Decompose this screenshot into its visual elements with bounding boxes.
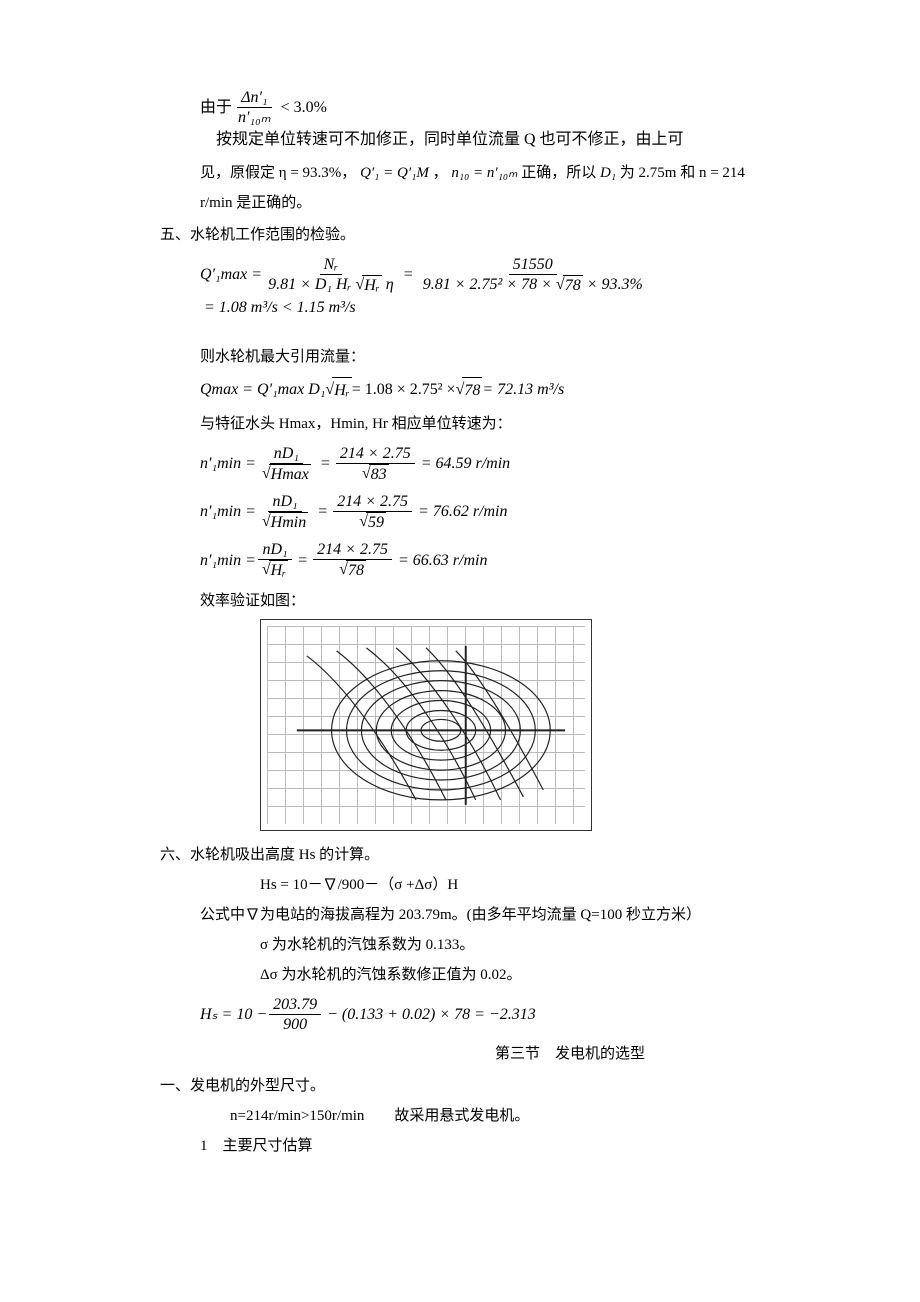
qmax-intro: 则水轮机最大引用流量： [200,345,800,369]
eq-n2: n′₁min = nD₁ Hmin = 214 × 2.75 59 = 76.6… [200,492,800,532]
gen-n-line: n=214r/min>150r/min 故采用悬式发电机。 [230,1104,800,1128]
sigma-line: σ 为水轮机的汽蚀系数为 0.133。 [260,933,800,957]
hs-note: 公式中∇为电站的海拔高程为 203.79m。(由多年平均流量 Q=100 秒立方… [200,903,800,927]
eq-hs: Hₛ = 10 − 203.79 900 − (0.133 + 0.02) × … [200,995,800,1034]
efficiency-chart [260,619,592,831]
gen-item-1: 1 主要尺寸估算 [200,1134,800,1158]
chart-intro: 效率验证如图： [200,589,800,613]
para-2: 见，原假定 η = 93.3%， Q′₁ = Q′₁M ， n₁₀ = n′₁₀… [200,161,800,185]
para-1: 由于 Δn′₁ n′₁₀ₘ < 3.0% 按规定单位转速可不加修正，同时单位流量… [200,88,800,153]
generator-heading: 一、发电机的外型尺寸。 [160,1074,800,1098]
p1-op: < 3.0% [281,95,327,121]
chart-grid [267,626,585,824]
heads-line: 与特征水头 Hmax，Hmin, Hr 相应单位转速为： [200,412,800,436]
eq-q1max: Q′₁max = Nᵣ 9.81 × D₁ Hᵣ Hᵣ η = 51550 9.… [200,255,800,321]
p1-prefix: 由于 [200,95,232,121]
p1-tail: 按规定单位转速可不加修正，同时单位流量 Q 也可不修正，由上可 [200,127,684,153]
eq-qmax: Qmax = Q′₁max D₁ Hᵣ = 1.08 × 2.75² × 78 … [200,377,800,404]
eq-n3: n′₁min = nD₁ Hᵣ = 214 × 2.75 78 = 66.63 … [200,540,800,580]
hs-formula: Hs = 10－∇/900－（σ +Δσ）H [260,873,800,897]
eq-n1: n′₁min = nD₁ Hmax = 214 × 2.75 83 = 64.5… [200,444,800,484]
para-3: r/min 是正确的。 [200,191,800,215]
dsigma-line: Δσ 为水轮机的汽蚀系数修正值为 0.02。 [260,963,800,987]
section-5-heading: 五、水轮机工作范围的检验。 [160,223,800,247]
p1-frac: Δn′₁ n′₁₀ₘ [234,88,275,127]
section-6-heading: 六、水轮机吸出高度 Hs 的计算。 [160,843,800,867]
section-3-title: 第三节 发电机的选型 [340,1042,800,1066]
